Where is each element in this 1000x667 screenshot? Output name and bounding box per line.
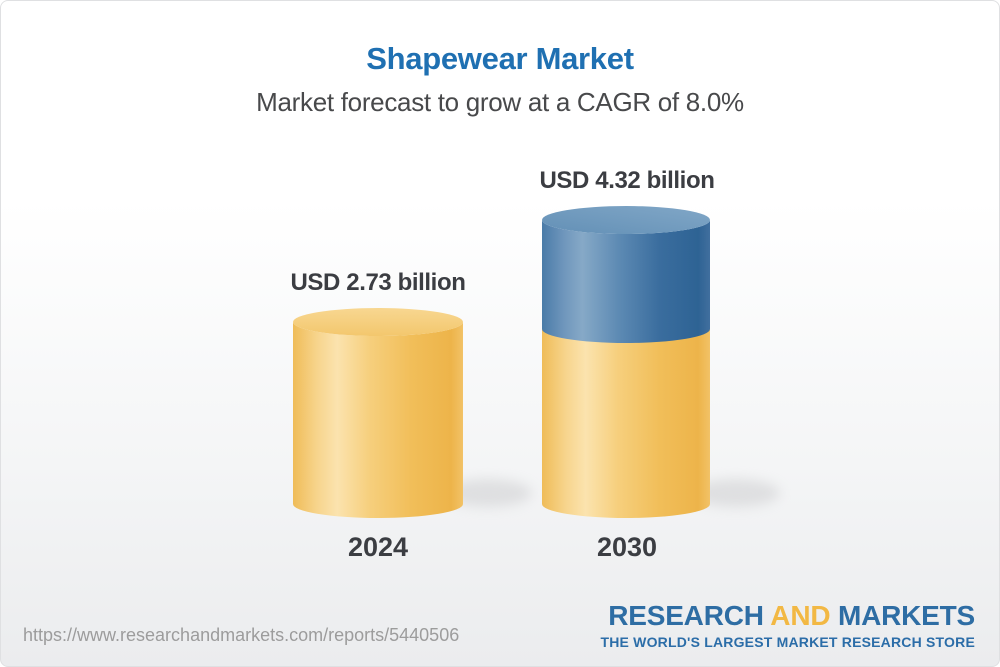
shadow-2030	[692, 479, 780, 507]
page-subtitle: Market forecast to grow at a CAGR of 8.0…	[256, 87, 744, 117]
x-axis-label-2030: 2030	[596, 532, 658, 562]
cylinder-2030-base-segment	[542, 329, 710, 518]
logo-tagline: THE WORLD'S LARGEST MARKET RESEARCH STOR…	[600, 634, 975, 650]
logo-word-research: RESEARCH	[608, 600, 764, 631]
cylinder-2030-growth-segment	[542, 220, 710, 343]
logo: RESEARCH AND MARKETS THE WORLD'S LARGEST…	[600, 602, 975, 650]
x-axis-label-2024: 2024	[347, 532, 409, 562]
logo-wordmark: RESEARCH AND MARKETS	[600, 602, 975, 630]
cylinder-2030	[542, 206, 710, 518]
shadow-2024	[444, 479, 532, 507]
page-title: Shapewear Market	[366, 41, 634, 76]
bar-value-label-2030: USD 4.32 billion	[539, 167, 715, 194]
source-url: https://www.researchandmarkets.com/repor…	[23, 625, 460, 645]
logo-word-and: AND	[770, 600, 831, 631]
logo-word-markets: MARKETS	[837, 600, 975, 631]
cylinder-2024	[293, 308, 463, 518]
bar-value-label-2024: USD 2.73 billion	[290, 269, 466, 296]
